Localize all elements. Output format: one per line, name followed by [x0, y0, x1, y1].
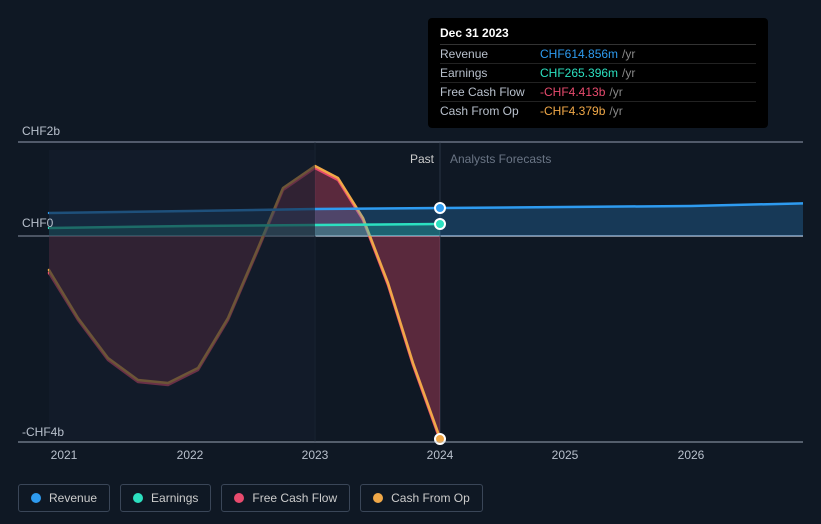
x-axis-tick: 2023 — [302, 448, 329, 462]
legend-label: Cash From Op — [391, 491, 470, 505]
legend-label: Revenue — [49, 491, 97, 505]
past-shade — [49, 150, 315, 440]
tooltip-metric-unit: /yr — [609, 85, 622, 99]
tooltip-metric-valuewrap: CHF614.856m/yr — [540, 47, 756, 61]
tooltip-metric-label: Revenue — [440, 47, 540, 61]
tooltip-metric-value: -CHF4.413b — [540, 85, 605, 99]
y-axis-label: CHF2b — [22, 124, 60, 138]
x-axis-tick: 2025 — [552, 448, 579, 462]
tooltip-metric-unit: /yr — [622, 47, 635, 61]
tooltip-row: RevenueCHF614.856m/yr — [440, 45, 756, 64]
tooltip-metric-value: CHF614.856m — [540, 47, 618, 61]
tooltip-metric-value: CHF265.396m — [540, 66, 618, 80]
x-axis-tick: 2022 — [177, 448, 204, 462]
legend-item-earnings[interactable]: Earnings — [120, 484, 211, 512]
section-label-forecast: Analysts Forecasts — [450, 152, 551, 166]
y-axis-label: CHF0 — [22, 216, 53, 230]
x-axis-tick: 2021 — [51, 448, 78, 462]
legend-item-free-cash-flow[interactable]: Free Cash Flow — [221, 484, 350, 512]
tooltip-metric-unit: /yr — [609, 104, 622, 118]
tooltip-metric-valuewrap: -CHF4.379b/yr — [540, 104, 756, 118]
legend-item-revenue[interactable]: Revenue — [18, 484, 110, 512]
tooltip-row: EarningsCHF265.396m/yr — [440, 64, 756, 83]
legend-swatch — [31, 493, 41, 503]
tooltip-metric-label: Free Cash Flow — [440, 85, 540, 99]
tooltip-metric-label: Cash From Op — [440, 104, 540, 118]
tooltip-date: Dec 31 2023 — [440, 26, 756, 45]
x-axis-tick: 2026 — [678, 448, 705, 462]
tooltip-metric-value: -CHF4.379b — [540, 104, 605, 118]
legend-item-cash-from-op[interactable]: Cash From Op — [360, 484, 483, 512]
chart-legend: Revenue Earnings Free Cash Flow Cash From O… — [18, 484, 483, 512]
tooltip-metric-valuewrap: -CHF4.413b/yr — [540, 85, 756, 99]
legend-swatch — [133, 493, 143, 503]
tooltip-metric-valuewrap: CHF265.396m/yr — [540, 66, 756, 80]
legend-swatch — [373, 493, 383, 503]
financials-chart: Past Analysts Forecasts — [18, 120, 803, 440]
x-axis-tick: 2024 — [427, 448, 454, 462]
legend-label: Earnings — [151, 491, 198, 505]
y-axis-label: -CHF4b — [22, 425, 64, 439]
chart-tooltip: Dec 31 2023 RevenueCHF614.856m/yrEarning… — [428, 18, 768, 128]
tooltip-row: Free Cash Flow-CHF4.413b/yr — [440, 83, 756, 102]
tooltip-row: Cash From Op-CHF4.379b/yr — [440, 102, 756, 120]
legend-label: Free Cash Flow — [252, 491, 337, 505]
x-axis: 2021 2022 2023 2024 2025 2026 — [18, 448, 803, 468]
section-label-past: Past — [410, 152, 434, 166]
tooltip-metric-label: Earnings — [440, 66, 540, 80]
tooltip-metric-unit: /yr — [622, 66, 635, 80]
legend-swatch — [234, 493, 244, 503]
